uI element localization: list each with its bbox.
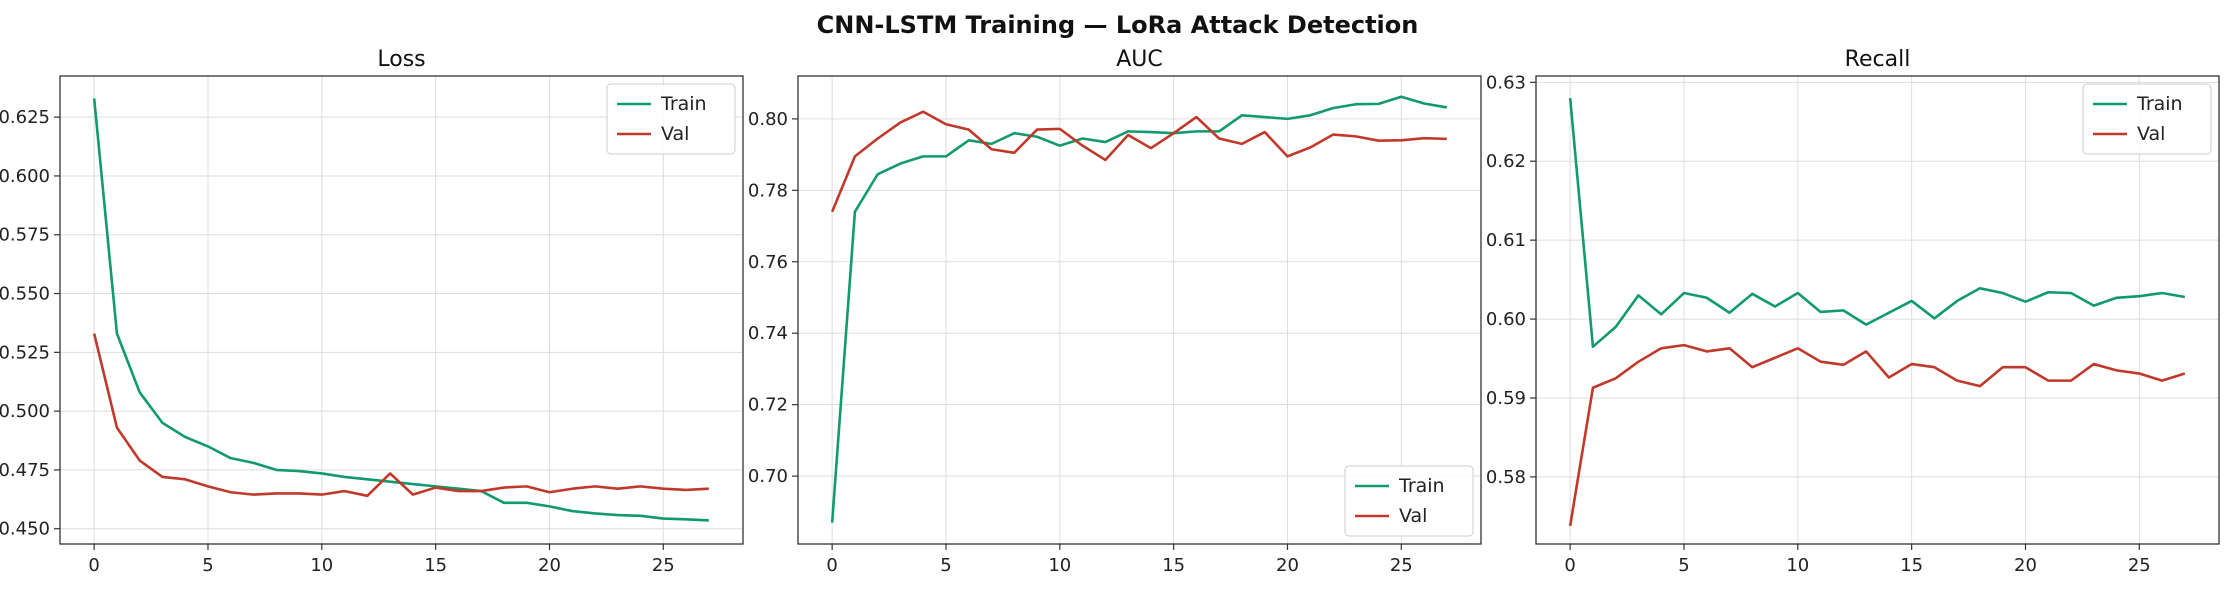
x-tick-label: 25 bbox=[2128, 555, 2151, 576]
x-tick-label: 10 bbox=[1048, 555, 1071, 576]
x-tick-label: 15 bbox=[424, 555, 447, 576]
figure-title: CNN-LSTM Training — LoRa Attack Detectio… bbox=[816, 11, 1419, 39]
legend-box bbox=[1344, 465, 1474, 537]
legend-label-val: Val bbox=[2137, 123, 2165, 145]
series-line-train bbox=[830, 95, 1448, 523]
subplot-title: AUC bbox=[1116, 47, 1163, 72]
subplot-title: Loss bbox=[377, 47, 425, 72]
x-tick-label: 10 bbox=[310, 555, 333, 576]
legend-box bbox=[606, 83, 736, 155]
y-tick-label: 0.500 bbox=[0, 401, 50, 422]
chart-panel-auc: 0 5 10 15 20 25 0.70 0.72 0.74 0.76 0.78 0.80 AUC Tra… bbox=[748, 47, 1482, 576]
legend-label-train: Train bbox=[1398, 475, 1445, 497]
y-tick-label: 0.63 bbox=[1486, 72, 1526, 93]
legend-label-train: Train bbox=[660, 93, 707, 115]
y-tick-label: 0.450 bbox=[0, 519, 50, 540]
y-tick-label: 0.475 bbox=[0, 460, 50, 481]
x-tick-label: 25 bbox=[1390, 555, 1413, 576]
x-tick-label: 0 bbox=[88, 555, 99, 576]
legend-label-val: Val bbox=[661, 123, 689, 145]
x-tick-label: 20 bbox=[538, 555, 561, 576]
series-line-val bbox=[92, 333, 709, 498]
legend-box bbox=[2082, 83, 2212, 155]
y-tick-label: 0.525 bbox=[0, 342, 50, 363]
legend: Train Val bbox=[606, 83, 736, 155]
series-line-train bbox=[1568, 97, 2186, 349]
x-tick-label: 0 bbox=[826, 555, 837, 576]
y-tick-label: 0.70 bbox=[748, 466, 788, 487]
subplot-title: Recall bbox=[1845, 47, 1911, 72]
series-line-train bbox=[92, 98, 709, 522]
x-tick-label: 15 bbox=[1162, 555, 1185, 576]
y-tick-label: 0.625 bbox=[0, 107, 50, 128]
y-tick-label: 0.58 bbox=[1486, 467, 1526, 488]
y-tick-label: 0.600 bbox=[0, 166, 50, 187]
x-tick-label: 20 bbox=[2014, 555, 2037, 576]
x-tick-label: 5 bbox=[202, 555, 213, 576]
y-tick-label: 0.72 bbox=[748, 395, 788, 416]
y-tick-label: 0.60 bbox=[1486, 309, 1526, 330]
x-tick-label: 25 bbox=[652, 555, 675, 576]
y-tick-label: 0.61 bbox=[1486, 230, 1526, 251]
y-tick-label: 0.76 bbox=[748, 252, 788, 273]
y-tick-label: 0.59 bbox=[1486, 388, 1526, 409]
y-tick-label: 0.575 bbox=[0, 225, 50, 246]
series-line-val bbox=[1568, 343, 2186, 527]
chart-panel-loss: 0 5 10 15 20 25 0.450 0.475 0.500 0.525 0.550 0.575… bbox=[0, 47, 744, 576]
axes-frame bbox=[59, 75, 744, 545]
y-tick-label: 0.62 bbox=[1486, 151, 1526, 172]
legend-label-train: Train bbox=[2136, 93, 2183, 115]
x-tick-label: 10 bbox=[1786, 555, 1809, 576]
chart-panel-recall: 0 5 10 15 20 25 0.58 0.59 0.60 0.61 0.62 0.63 Recall… bbox=[1486, 47, 2220, 576]
y-tick-label: 0.78 bbox=[748, 180, 788, 201]
y-tick-label: 0.80 bbox=[748, 109, 788, 130]
x-tick-label: 15 bbox=[1900, 555, 1923, 576]
series-line-val bbox=[830, 110, 1447, 213]
axes-frame bbox=[1535, 75, 2220, 545]
x-tick-label: 5 bbox=[1678, 555, 1689, 576]
x-tick-label: 20 bbox=[1276, 555, 1299, 576]
x-tick-label: 0 bbox=[1564, 555, 1575, 576]
y-tick-label: 0.550 bbox=[0, 284, 50, 305]
legend: Train Val bbox=[2082, 83, 2212, 155]
x-tick-label: 5 bbox=[940, 555, 951, 576]
axes-frame bbox=[797, 75, 1482, 545]
y-tick-label: 0.74 bbox=[748, 323, 788, 344]
legend-label-val: Val bbox=[1399, 505, 1427, 527]
legend: Train Val bbox=[1344, 465, 1474, 537]
